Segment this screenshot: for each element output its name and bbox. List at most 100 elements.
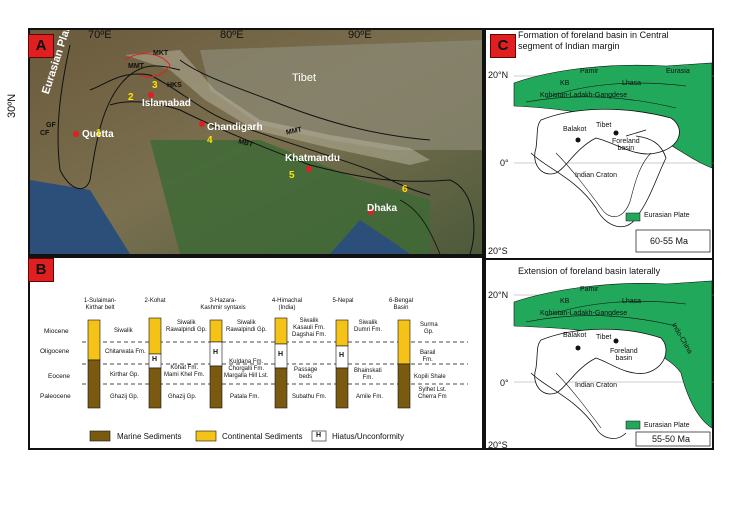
fault-cf: CF	[40, 130, 50, 137]
site-number-4: 4	[207, 135, 213, 146]
top-balakot: Balakot	[563, 126, 587, 133]
top-kohistan: Kohistan-Ladakh-Gangdese	[540, 92, 628, 99]
hiatus-mark-4: H	[278, 351, 284, 358]
quetta-dot	[73, 131, 79, 137]
top-lat-0: 0°	[500, 158, 509, 168]
khatmandu-dot	[306, 166, 312, 172]
col3-continental	[209, 319, 223, 343]
legend-hiatus-label: Hiatus/Unconformity	[332, 432, 405, 441]
epoch-oligocene: Oligocene	[40, 348, 70, 355]
site-number-2: 2	[128, 92, 134, 103]
epoch-paleocene: Paleocene	[40, 393, 71, 400]
fm-1-1: Chitarwata Fm.	[105, 349, 146, 355]
fm-5-1: Bhainskati Fm.	[354, 368, 382, 381]
col2-marine	[148, 367, 162, 409]
panel-c-divider	[484, 258, 714, 260]
top-pamir: Pamir	[580, 68, 599, 75]
col3-marine	[209, 365, 223, 409]
fm-6-0: Surma Gp.	[420, 322, 438, 335]
top-legend-label: Eurasian Plate	[644, 212, 690, 219]
lon-label-90: 90ºE	[348, 29, 372, 41]
epoch-eocene: Eocene	[48, 373, 71, 380]
hiatus-mark-3: H	[213, 349, 219, 356]
top-kb: KB	[560, 80, 570, 87]
fm-6-2: Kopili Shale	[414, 374, 446, 380]
islamabad-label: Islamabad	[142, 98, 191, 109]
col4-marine	[274, 367, 288, 409]
bottom-pamir: Pamir	[580, 286, 599, 293]
fm-6-3: Sylhet Lst. Cherra Fm	[418, 387, 447, 400]
legend-hiatus-swatch	[311, 430, 327, 442]
bottom-tibet: Tibet	[596, 334, 612, 341]
bottom-legend-label: Eurasian Plate	[644, 422, 690, 429]
col6-continental	[397, 319, 411, 365]
lon-label-80: 80ºE	[220, 29, 244, 41]
col-head-3: 3-Hazara- Kashmir syntaxis	[200, 298, 246, 311]
top-lat-20s: 20°S	[488, 246, 508, 256]
col5-continental	[335, 319, 349, 347]
panel-b-badge: B	[28, 258, 54, 282]
fm-2-0: Siwalik Rawalpindi Gp.	[166, 320, 207, 333]
col5-marine	[335, 367, 349, 409]
fm-5-0: Siwalik Dumri Fm.	[354, 320, 382, 333]
fm-5-2: Amile Fm.	[356, 394, 383, 400]
col1-continental	[87, 319, 101, 361]
bottom-lat-0: 0°	[500, 378, 509, 388]
top-craton: Indian Craton	[575, 172, 618, 179]
site-number-1: 1	[96, 128, 102, 139]
fault-gf: GF	[46, 122, 56, 129]
panel-c-top-title: Formation of foreland basin in Central s…	[518, 30, 669, 51]
fault-hks: HKS	[167, 82, 182, 89]
chandigarh-dot	[199, 121, 205, 127]
top-tibet: Tibet	[596, 122, 612, 129]
col4-continental	[274, 317, 288, 345]
panel-c-bottom-title: Extension of foreland basin laterally	[518, 266, 661, 276]
panel-c-bottom-map	[513, 280, 714, 447]
hiatus-mark-5: H	[339, 352, 345, 359]
top-foreland: Foreland basin	[612, 138, 640, 152]
fm-6-1: Barail Fm.	[420, 350, 436, 363]
bottom-lhasa: Lhasa	[622, 298, 642, 305]
tibet-label: Tibet	[292, 72, 317, 84]
legend-marine-label: Marine Sediments	[117, 432, 182, 441]
site-number-5: 5	[289, 170, 295, 181]
col-head-5: 5-Nepal	[332, 298, 354, 304]
bottom-craton: Indian Craton	[575, 382, 618, 389]
col-head-1: 1-Sulaiman- Kirthar belt	[83, 298, 117, 311]
col-head-6: 6-Bengal Basin	[388, 298, 414, 311]
bottom-lat-20s: 20°S	[488, 440, 508, 450]
top-eurasia: Eurasia	[666, 68, 690, 75]
fm-4-2: Subathu Fm.	[292, 394, 327, 400]
fm-1-0: Siwalik	[114, 328, 133, 334]
fault-mkt: MKT	[153, 50, 169, 57]
bottom-balakot: Balakot	[563, 332, 587, 339]
satellite-map	[30, 30, 482, 254]
site-number-6: 6	[402, 184, 408, 195]
legend-marine-swatch	[89, 430, 111, 442]
top-lhasa: Lhasa	[622, 80, 642, 87]
dhaka-label: Dhaka	[367, 203, 398, 214]
chandigarh-label: Chandigarh	[207, 122, 263, 133]
epoch-miocene: Miocene	[44, 328, 69, 335]
fm-2-1: Kohat Fm. Mami Khel Fm.	[164, 365, 205, 378]
fm-4-0: Siwalik Kasauli Fm. Dagshai Fm.	[292, 318, 327, 338]
quetta-label: Quetta	[82, 129, 114, 140]
fm-3-1: Kuldana Fm. Chorgalli Fm. Margalla Hill …	[224, 359, 269, 379]
col1-marine	[87, 359, 101, 409]
col-head-2: 2-Kohat	[144, 298, 166, 304]
col6-marine	[397, 363, 411, 409]
bottom-lat-20n: 20°N	[488, 290, 509, 300]
panel-c-badge: C	[490, 34, 516, 58]
col2-continental	[148, 317, 162, 355]
site-number-3: 3	[152, 80, 158, 91]
bottom-kohistan: Kohistan-Ladakh-Gangdese	[540, 310, 628, 317]
fm-4-1: Passage beds	[294, 367, 318, 380]
islamabad-dot	[148, 92, 154, 98]
dhaka-dot	[368, 209, 374, 215]
top-lat-20n: 20°N	[488, 70, 509, 80]
bottom-kb: KB	[560, 298, 570, 305]
fm-1-3: Ghazij Gp.	[110, 394, 139, 400]
panel-a-badge: A	[28, 34, 54, 58]
fm-2-2: Ghazij Gp.	[168, 394, 197, 400]
fm-3-0: Siwalik Rawalpindi Gp.	[226, 320, 267, 333]
